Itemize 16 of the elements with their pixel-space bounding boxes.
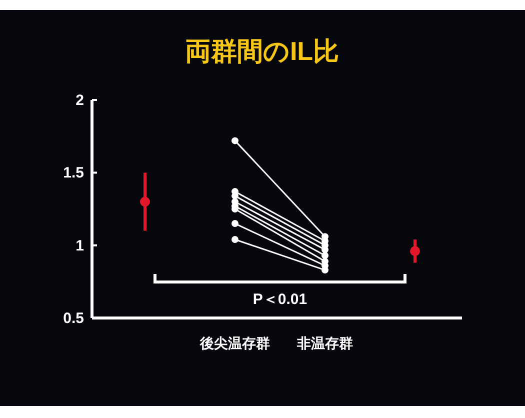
point xyxy=(232,137,238,144)
y-tick-label: 2 xyxy=(76,92,84,109)
point xyxy=(410,246,420,256)
point xyxy=(322,246,328,254)
point xyxy=(232,220,238,228)
point xyxy=(140,196,150,207)
chart-title: 両群間のIL比 xyxy=(184,36,340,66)
point xyxy=(232,236,238,244)
point xyxy=(322,266,328,274)
y-tick-label: 0.5 xyxy=(63,310,84,327)
x-tick-label: 後尖温存群 xyxy=(199,335,270,351)
y-tick-label: 1 xyxy=(76,237,84,254)
y-tick-label: 1.5 xyxy=(63,164,84,182)
annotation: P＜0.01 xyxy=(252,291,308,308)
x-tick-label: 非温存群 xyxy=(296,335,353,351)
point xyxy=(322,252,328,260)
